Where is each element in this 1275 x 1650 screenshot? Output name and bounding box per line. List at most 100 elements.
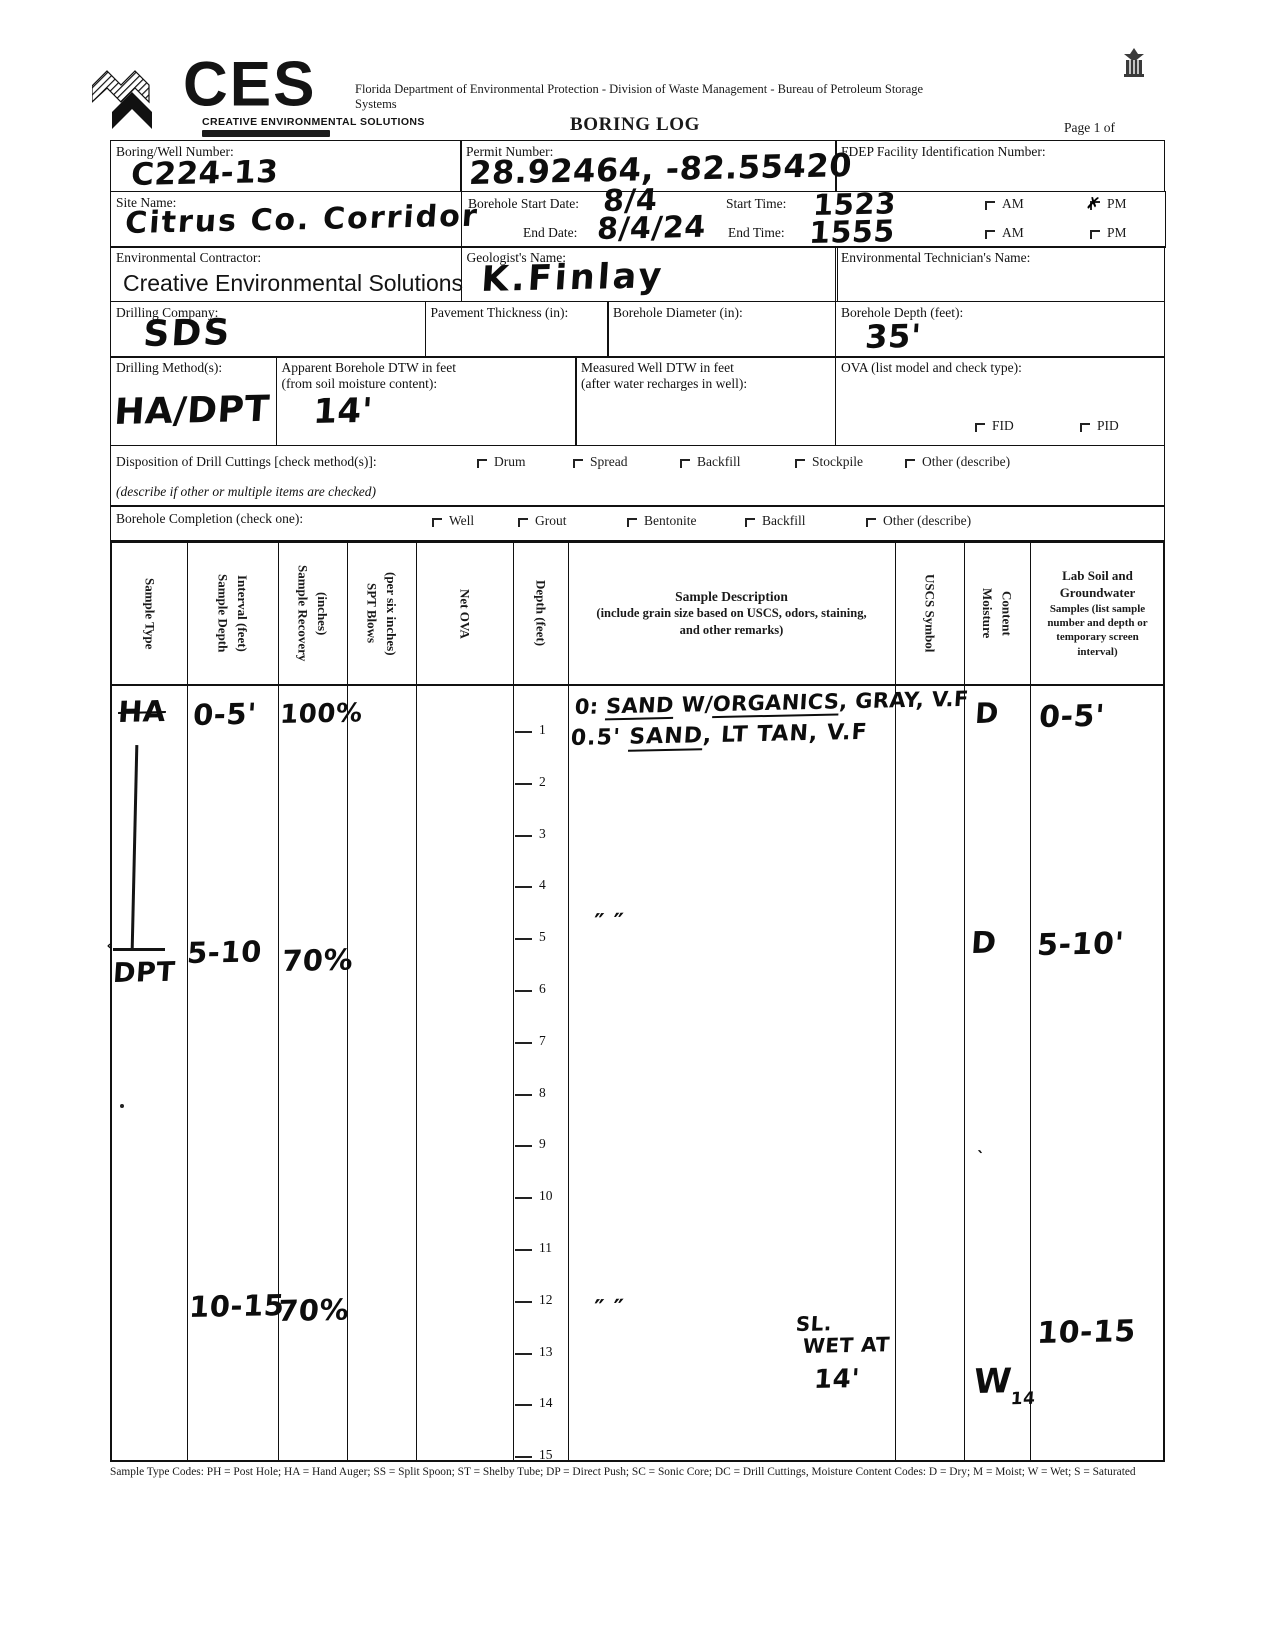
environmental-contractor-label: Environmental Contractor: — [116, 250, 262, 265]
ova-fid-checkbox: FID — [975, 418, 1014, 434]
borehole-diameter-field: Borehole Diameter (in): — [607, 300, 836, 358]
lab-sample-3-value: 10-15 — [1036, 1313, 1137, 1351]
disposition-label: Disposition of Drill Cuttings [check met… — [116, 454, 377, 469]
checkbox-icon — [1080, 423, 1090, 432]
borehole-dates-field — [460, 190, 1166, 248]
page-title: BORING LOG — [570, 114, 701, 135]
start-am-checkbox: AM — [985, 196, 1024, 212]
completion-field — [110, 505, 1165, 541]
disposition-note: (describe if other or multiple items are… — [116, 484, 377, 499]
logo-tagline-bar — [202, 130, 330, 137]
end-am-checkbox: AM — [985, 225, 1024, 241]
permit-number-label: Permit Number: — [466, 144, 554, 159]
checkbox-icon — [432, 518, 442, 527]
environmental-technician-label: Environmental Technician's Name: — [841, 250, 1031, 265]
drilling-methods-label: Drilling Method(s): — [116, 360, 223, 375]
sample-type-2-value: DPT — [112, 956, 177, 989]
borehole-depth-label: Borehole Depth (feet): — [841, 304, 964, 320]
completion-well-checkbox: Well — [432, 513, 474, 529]
apparent-dtw-label2: (from soil moisture content): — [281, 376, 438, 391]
disposition-spread-checkbox: Spread — [573, 454, 628, 470]
agency-line: Florida Department of Environmental Prot… — [355, 82, 924, 111]
drilling-company-value: SDS — [142, 312, 233, 355]
checkbox-icon — [573, 459, 583, 468]
recovery-1-value: 100% — [279, 698, 364, 730]
check-x-mark: ✗ — [1084, 193, 1102, 215]
drilling-company-field: Drilling Company: — [110, 300, 426, 358]
site-name-value: Citrus Co. Corridor — [124, 198, 480, 241]
permit-number-field: Permit Number: — [460, 140, 837, 192]
recovery-3-value: 70% — [277, 1292, 351, 1328]
fdep-id-label: FDEP Facility Identification Number: — [841, 144, 1046, 159]
environmental-contractor-value: Creative Environmental Solutions — [123, 270, 464, 296]
header-description-sub: (include grain size based on USCS, odors… — [596, 605, 867, 637]
geologist-name-value: K.Finlay — [480, 256, 666, 300]
boring-well-number-field: Boring/Well Number: — [110, 140, 462, 192]
interval-2-value: 5-10 — [186, 934, 263, 970]
stamp-icon — [1120, 48, 1148, 78]
measured-dtw-label1: Measured Well DTW in feet — [581, 360, 734, 375]
end-time-label: End Time: — [728, 225, 785, 240]
apparent-dtw-label1: Apparent Borehole DTW in feet — [281, 360, 456, 375]
checkbox-icon — [905, 459, 915, 468]
boring-well-number-label: Boring/Well Number: — [116, 144, 234, 159]
wet-note-line-1: SL. — [795, 1311, 833, 1336]
lab-sample-2-value: 5-10' — [1036, 926, 1126, 963]
disposition-field — [110, 444, 1165, 507]
header-moisture: Moisture Content — [980, 588, 1015, 639]
ces-logo-chevrons-icon — [92, 66, 180, 130]
checkbox-icon — [477, 459, 487, 468]
checkbox-icon — [866, 518, 876, 527]
apparent-dtw-value: 14' — [312, 390, 374, 432]
borehole-start-date-label: Borehole Start Date: — [468, 196, 579, 211]
sample-type-crossbar-line — [113, 948, 165, 951]
borehole-depth-value: 35' — [864, 316, 923, 356]
disposition-drum-checkbox: Drum — [477, 454, 526, 470]
header-recovery: Sample Recovery (inches) — [295, 565, 331, 662]
checkbox-icon — [975, 423, 985, 432]
sample-type-1-value: HA — [117, 694, 168, 729]
drilling-methods-value: HA/DPT — [113, 388, 271, 433]
log-table-header: Sample Type Sample Depth Interval (feet)… — [110, 541, 1165, 686]
site-name-field: Site Name: — [110, 190, 462, 248]
disposition-stockpile-checkbox: Stockpile — [795, 454, 863, 470]
pavement-thickness-field: Pavement Thickness (in): — [424, 300, 609, 358]
wet-note-line-2: WET AT — [802, 1332, 891, 1358]
site-name-label: Site Name: — [116, 194, 177, 210]
end-pm-checkbox: PM — [1090, 225, 1127, 241]
checkbox-icon — [518, 518, 528, 527]
borehole-diameter-label: Borehole Diameter (in): — [613, 304, 743, 320]
checkbox-icon — [795, 459, 805, 468]
apparent-dtw-field: Apparent Borehole DTW in feet (from soil… — [275, 356, 577, 446]
crossbar-arrow: ‹ — [106, 937, 114, 954]
moisture-3-value: W14 — [972, 1361, 1037, 1410]
header-sample-type: Sample Type — [142, 577, 158, 650]
checkbox-icon — [680, 459, 690, 468]
ova-field: OVA (list model and check type): — [835, 356, 1165, 446]
geologist-name-label: Geologist's Name: — [466, 250, 567, 265]
header-lab-title: Lab Soil and Groundwater — [1059, 568, 1136, 600]
checkbox-icon — [985, 201, 995, 210]
interval-1-value: 0-5' — [192, 696, 258, 732]
header-lab-sub: Samples (list sample number and depth or… — [1047, 602, 1148, 658]
fdep-id-field: FDEP Facility Identification Number: — [835, 140, 1165, 192]
pavement-thickness-label: Pavement Thickness (in): — [430, 304, 569, 320]
header-spt-blows: SPT Blows (per six inches) — [364, 571, 400, 656]
checkbox-icon — [985, 230, 995, 239]
checkbox-icon — [627, 518, 637, 527]
depth-scale: 1 2 3 4 5 6 7 8 9 10 11 12 13 14 15 — [513, 686, 568, 1462]
recovery-2-value: 70% — [281, 942, 355, 978]
environmental-technician-field: Environmental Technician's Name: — [835, 246, 1165, 302]
end-date-label: End Date: — [523, 225, 578, 240]
moisture-2-value: D — [970, 925, 998, 961]
wet-note-line-3: 14' — [813, 1364, 861, 1395]
drilling-methods-field: Drilling Method(s): — [110, 356, 277, 446]
description-ditto-13: ″ ″ — [593, 1295, 625, 1322]
header-uscs: USCS Symbol — [922, 574, 938, 653]
stray-tick-mark: ˋ — [976, 1147, 986, 1167]
borehole-depth-field: Borehole Depth (feet): — [835, 300, 1165, 358]
log-table-body: 1 2 3 4 5 6 7 8 9 10 11 12 13 14 15 — [110, 686, 1165, 1462]
stray-dot-mark — [120, 1104, 124, 1108]
completion-label: Borehole Completion (check one): — [116, 511, 304, 526]
